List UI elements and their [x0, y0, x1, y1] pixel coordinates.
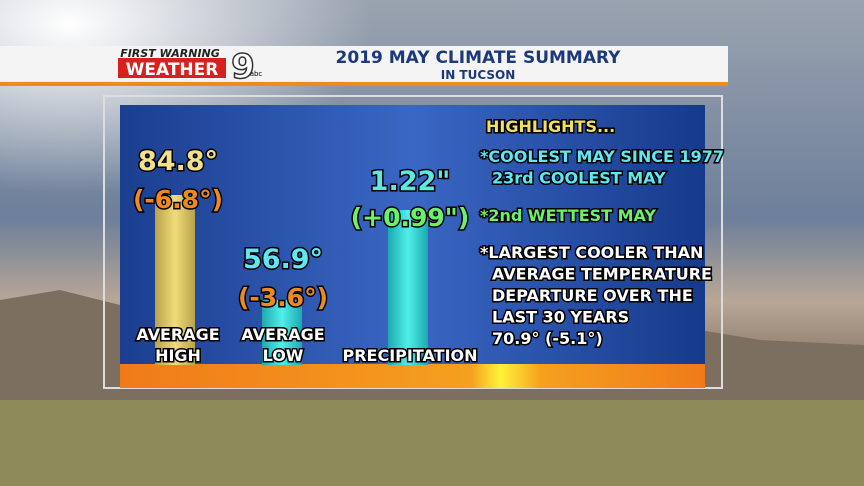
highlight-line: *LARGEST COOLER THAN [480, 243, 703, 262]
value-label: 1.22" [370, 166, 451, 197]
departure-label: (+0.99") [351, 203, 470, 232]
panel-strip [120, 364, 705, 388]
highlight-line: 23rd COOLEST MAY [492, 169, 666, 188]
category-label: AVERAGE [136, 325, 219, 344]
ground [0, 400, 864, 486]
logo-main: WEATHER [126, 60, 219, 80]
highlight-line: *COOLEST MAY SINCE 1977 [480, 147, 724, 166]
highlights-heading: HIGHLIGHTS... [486, 117, 615, 136]
high-bar [155, 195, 195, 365]
logo-top: FIRST WARNING [120, 47, 220, 60]
value-label: 56.9° [243, 244, 323, 275]
low-bar [262, 300, 302, 365]
labels: 84.8° (-6.8°) AVERAGE HIGH 56.9° (-3.6°) AVERA… [131, 116, 725, 367]
highlight-line: DEPARTURE OVER THE [492, 286, 693, 305]
header-accent [0, 82, 728, 86]
departure-label: (-3.6°) [238, 283, 328, 312]
highlight-line: 70.9° (-5.1°) [492, 329, 603, 348]
logo-box [118, 58, 226, 78]
highlight-line: *2nd WETTEST MAY [480, 206, 656, 225]
highlight-line: LAST 30 YEARS [492, 308, 629, 327]
precip-bar [388, 210, 428, 365]
departure-label: (-6.8°) [133, 185, 223, 214]
category-label: PRECIPITATION [342, 346, 477, 365]
logo-channel: 9 [231, 47, 255, 87]
logo-network: abc [250, 70, 263, 78]
category-label: LOW [263, 346, 304, 365]
category-label: AVERAGE [241, 325, 324, 344]
subtitle: IN TUCSON [441, 68, 516, 82]
category-label: HIGH [155, 346, 201, 365]
value-label: 84.8° [138, 146, 218, 177]
highlight-line: AVERAGE TEMPERATURE [492, 265, 712, 284]
title: 2019 MAY CLIMATE SUMMARY [336, 48, 622, 68]
